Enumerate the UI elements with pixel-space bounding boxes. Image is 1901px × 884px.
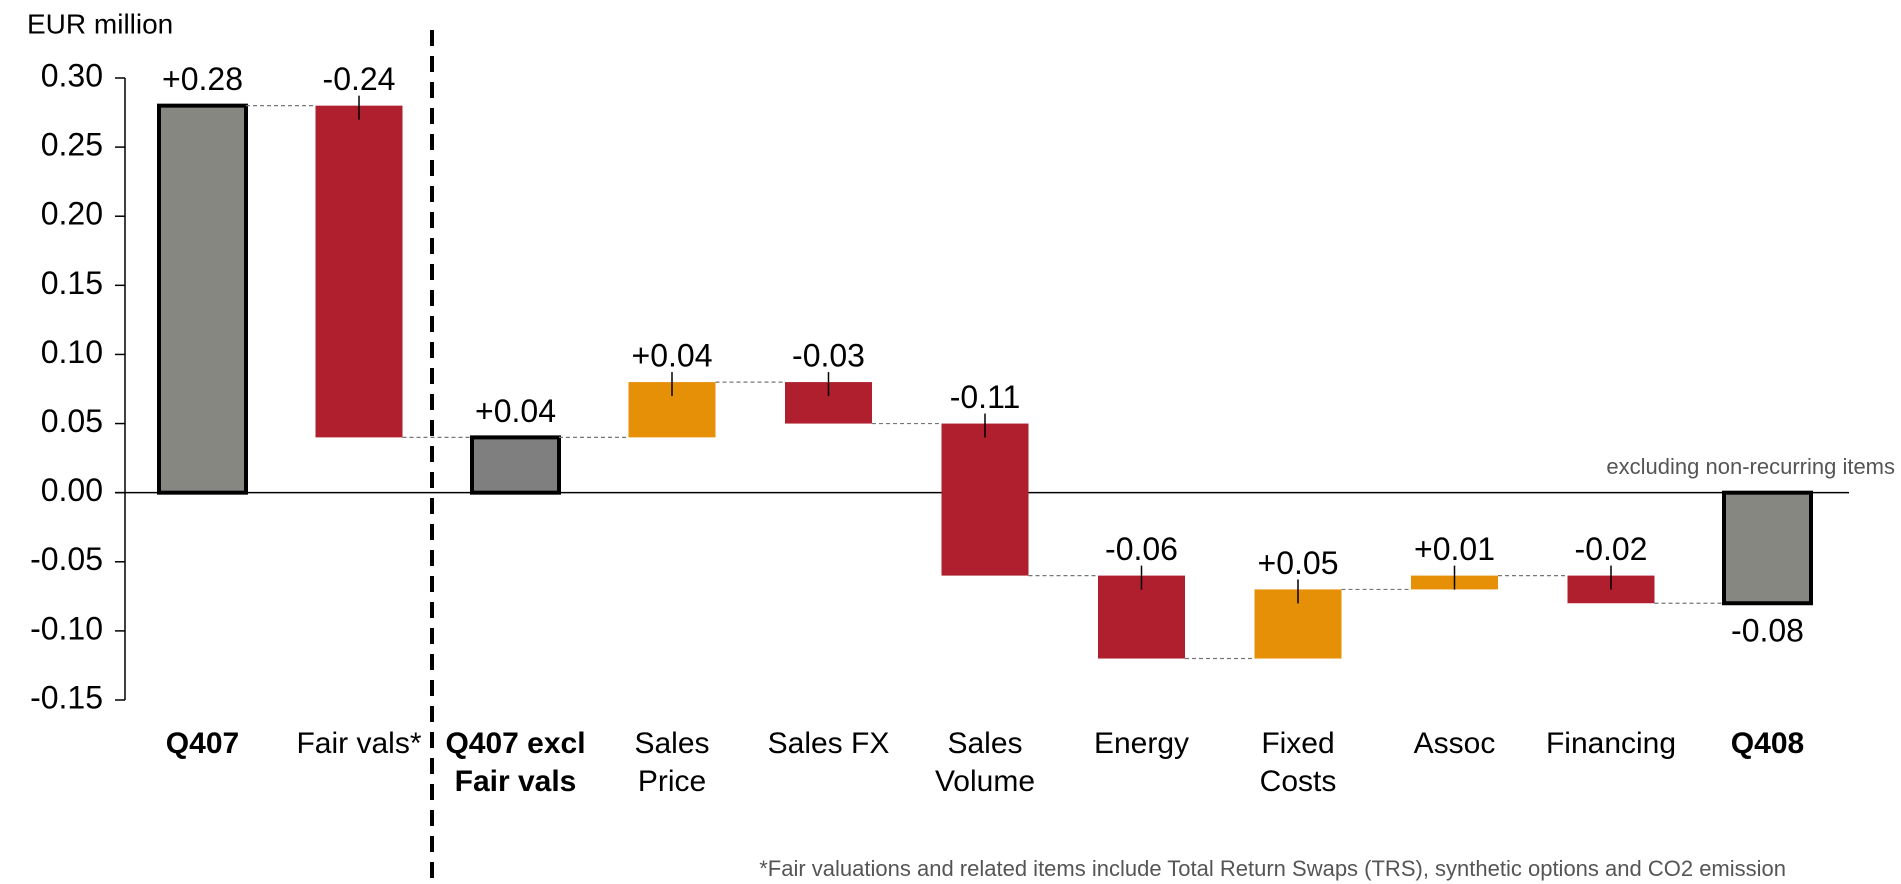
value-label: +0.04 bbox=[632, 338, 713, 374]
value-label: -0.06 bbox=[1105, 531, 1178, 567]
x-tick-label: Q408 bbox=[1730, 727, 1805, 760]
value-label: -0.02 bbox=[1575, 531, 1648, 567]
y-tick-label: 0.00 bbox=[41, 472, 103, 508]
bar bbox=[157, 103, 248, 495]
x-tick-label: Q407 bbox=[165, 727, 240, 760]
x-tick-label: Financing bbox=[1545, 727, 1677, 760]
bar bbox=[1722, 490, 1813, 606]
y-tick-label: -0.05 bbox=[30, 541, 103, 577]
x-tick-label: Assoc bbox=[1413, 727, 1496, 760]
bar bbox=[941, 423, 1029, 576]
x-tick-label: Fair vals* bbox=[296, 727, 422, 760]
x-tick-label: Fixed Costs bbox=[1259, 727, 1337, 798]
y-tick-label: 0.20 bbox=[41, 196, 103, 232]
x-tick-label: Q407 excl Fair vals bbox=[445, 727, 586, 798]
footnote: *Fair valuations and related items inclu… bbox=[759, 856, 1786, 881]
x-tick-label: Sales Volume bbox=[934, 727, 1036, 798]
y-tick-label: 0.30 bbox=[41, 57, 103, 93]
y-tick-label: 0.15 bbox=[41, 265, 103, 301]
value-label: -0.08 bbox=[1731, 613, 1804, 649]
y-axis-label: EUR million bbox=[27, 8, 173, 39]
y-tick-label: 0.10 bbox=[41, 334, 103, 370]
y-tick-label: -0.15 bbox=[30, 679, 103, 715]
value-label: +0.04 bbox=[475, 393, 556, 429]
y-tick-label: 0.25 bbox=[41, 127, 103, 163]
value-label: -0.24 bbox=[323, 61, 396, 97]
value-label: -0.11 bbox=[950, 379, 1021, 415]
x-tick-label: Sales Price bbox=[634, 727, 710, 798]
annotation: excluding non-recurring items bbox=[1606, 454, 1895, 479]
value-label: +0.28 bbox=[162, 61, 243, 97]
bar bbox=[470, 435, 561, 495]
x-tick-label: Energy bbox=[1093, 727, 1190, 760]
y-tick-label: -0.10 bbox=[30, 610, 103, 646]
value-label: +0.05 bbox=[1258, 545, 1339, 581]
value-label: +0.01 bbox=[1414, 531, 1495, 567]
x-tick-label: Sales FX bbox=[767, 727, 890, 760]
y-tick-label: 0.05 bbox=[41, 403, 103, 439]
value-label: -0.03 bbox=[792, 338, 865, 374]
bar bbox=[315, 105, 403, 438]
